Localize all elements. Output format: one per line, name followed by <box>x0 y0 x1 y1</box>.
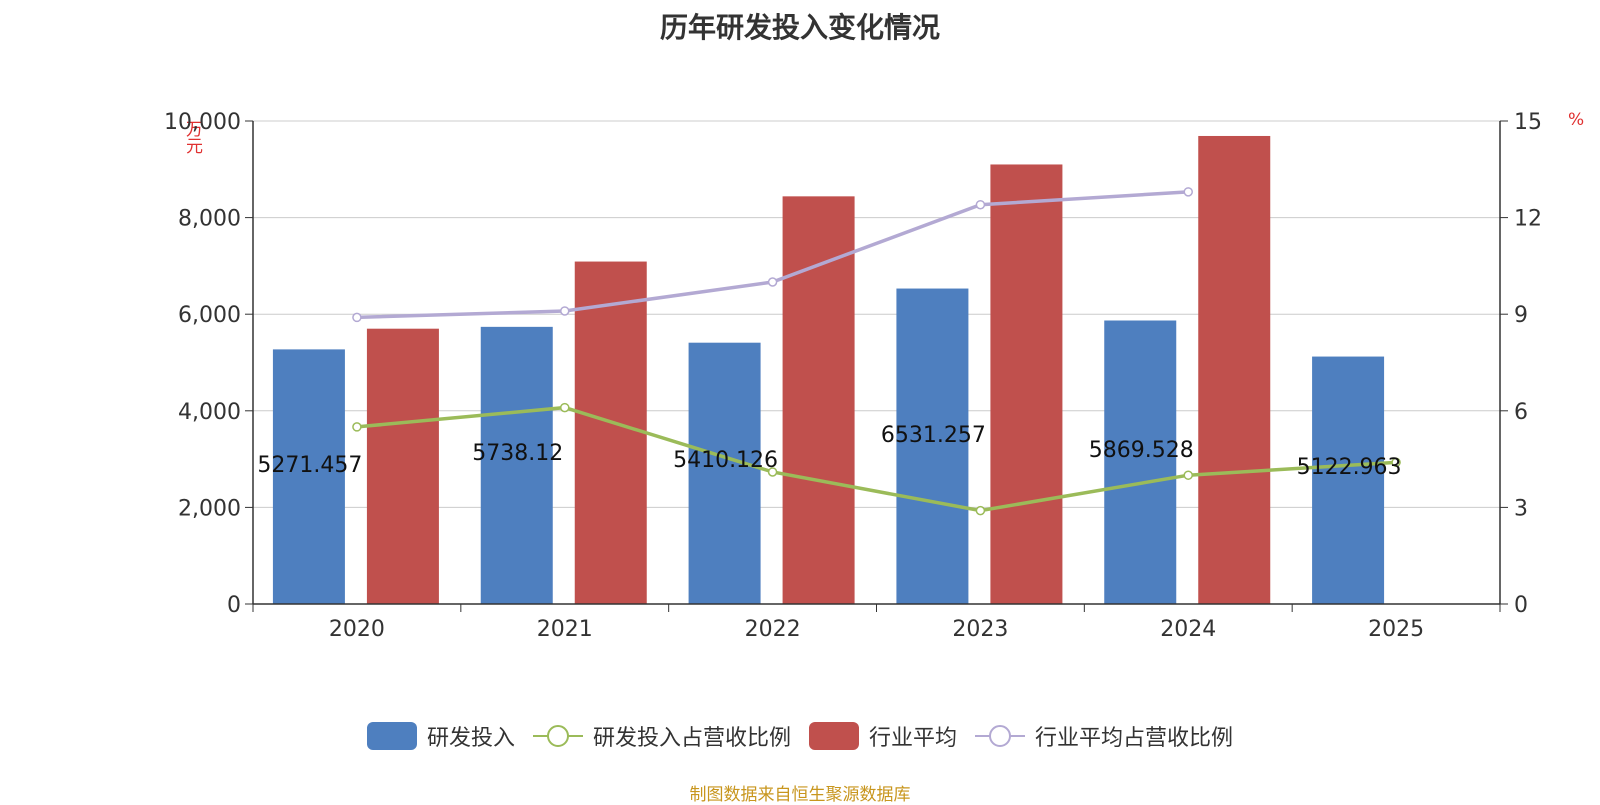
bar-研发投入-2024 <box>1104 320 1177 604</box>
x-axis-tick-label-2023: 2023 <box>952 617 1008 642</box>
bar-行业平均-2022 <box>782 196 855 604</box>
data-label-2022: 5410.126 <box>673 448 778 473</box>
bar-研发投入-2023 <box>896 288 969 604</box>
x-axis-tick-label-2020: 2020 <box>329 617 385 642</box>
point-行业平均占营收比例 <box>767 277 778 287</box>
legend-item-industry-average[interactable]: 行业平均 <box>809 720 957 752</box>
point-研发投入占营收比例 <box>1391 457 1401 468</box>
point-研发投入占营收比例 <box>352 422 362 432</box>
data-label-2025: 5122.963 <box>1297 455 1402 480</box>
bar-行业平均-2020 <box>366 328 439 604</box>
bar-研发投入-2020 <box>272 349 345 604</box>
right-axis-tick-label: 3 <box>1514 496 1528 521</box>
left-axis-tick-label: 8,000 <box>178 207 241 232</box>
data-label-2024: 5869.528 <box>1089 438 1194 463</box>
legend-swatch-rd-ratio <box>532 725 583 747</box>
data-label-2020: 5271.457 <box>257 453 362 478</box>
left-axis-tick-label: 4,000 <box>178 400 241 425</box>
right-axis-tick-label: 6 <box>1514 400 1528 425</box>
bar-行业平均-2021 <box>574 261 647 604</box>
chart-title: 历年研发投入变化情况 <box>659 11 940 44</box>
data-source-note: 制图数据来自恒生聚源数据库 <box>689 785 911 805</box>
bar-研发投入-2025 <box>1312 356 1385 604</box>
bar-研发投入-2022 <box>688 342 761 604</box>
x-axis-tick-label-2021: 2021 <box>537 617 593 642</box>
x-axis-tick-label-2025: 2025 <box>1368 617 1424 642</box>
legend-swatch-rd-investment <box>366 722 417 750</box>
legend-label: 研发投入占营收比例 <box>592 726 791 751</box>
legend-label: 行业平均 <box>869 726 958 751</box>
legend-item-rd-ratio[interactable]: 研发投入占营收比例 <box>532 720 791 752</box>
x-axis-tick-label-2022: 2022 <box>745 617 801 642</box>
left-axis-tick-label: 10,000 <box>164 110 241 135</box>
point-行业平均占营收比例 <box>352 312 362 323</box>
left-axis-tick-label: 0 <box>227 593 241 618</box>
line-行业平均占营收比例 <box>356 190 1189 320</box>
legend-label: 行业平均占营收比例 <box>1035 726 1234 751</box>
bar-行业平均-2023 <box>990 164 1063 604</box>
legend: 研发投入 研发投入占营收比例 行业平均 行业平均占营收比例 <box>0 720 1600 752</box>
legend-item-rd-investment[interactable]: 研发投入 <box>366 720 515 752</box>
legend-swatch-industry-ratio <box>975 725 1026 747</box>
left-axis-tick-label: 6,000 <box>178 303 241 328</box>
x-axis-tick-label-2024: 2024 <box>1160 617 1216 642</box>
point-研发投入占营收比例 <box>975 505 986 516</box>
left-axis-tick-label: 2,000 <box>178 496 241 521</box>
point-研发投入占营收比例 <box>767 467 778 477</box>
left-axis-unit: 万元 <box>182 120 202 154</box>
right-axis-tick-label: 15 <box>1514 110 1542 135</box>
right-axis-tick-label: 0 <box>1514 593 1528 618</box>
right-axis-tick-label: 9 <box>1514 303 1528 328</box>
point-研发投入占营收比例 <box>1183 470 1193 480</box>
point-行业平均占营收比例 <box>1183 187 1193 197</box>
line-研发投入占营收比例 <box>356 405 1397 513</box>
legend-item-industry-ratio[interactable]: 行业平均占营收比例 <box>975 720 1233 752</box>
data-label-2021: 5738.12 <box>472 441 563 466</box>
legend-label: 研发投入 <box>426 726 515 751</box>
point-行业平均占营收比例 <box>560 306 570 316</box>
legend-swatch-industry-average <box>809 722 859 750</box>
right-axis-unit: % <box>1568 110 1585 130</box>
bar-行业平均-2024 <box>1198 135 1271 604</box>
point-研发投入占营收比例 <box>560 402 570 413</box>
right-axis-tick-label: 12 <box>1514 207 1542 232</box>
point-行业平均占营收比例 <box>975 199 986 210</box>
data-label-2023: 6531.257 <box>881 423 986 448</box>
bar-研发投入-2021 <box>480 326 553 604</box>
